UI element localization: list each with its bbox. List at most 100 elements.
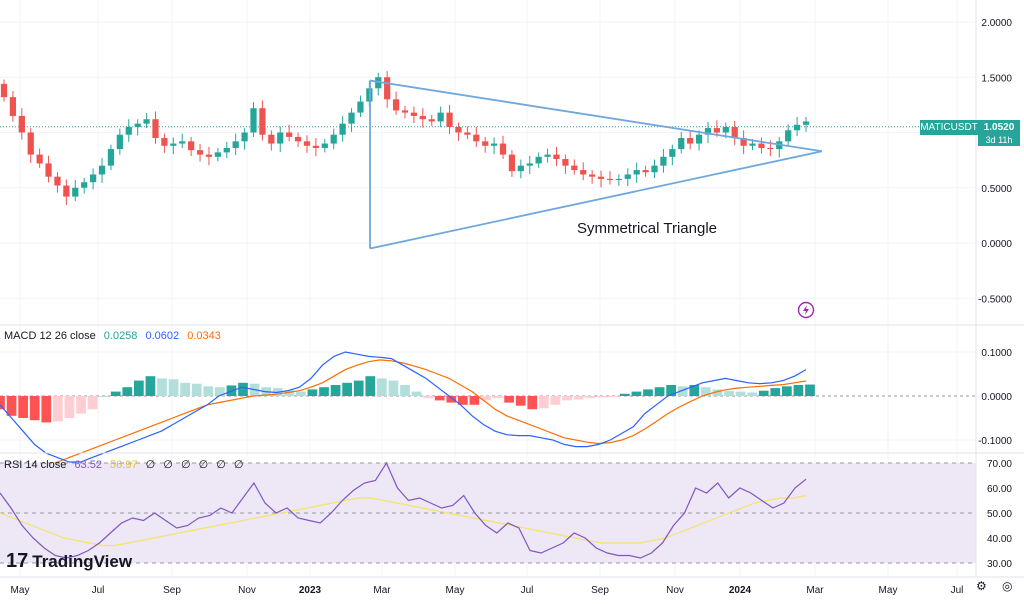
candle-body-85 xyxy=(758,143,765,148)
x-tick-0: May xyxy=(11,585,30,596)
candle-body-0 xyxy=(0,83,8,98)
candle-body-17 xyxy=(152,119,159,139)
y-tick-rsi-0: 70.00 xyxy=(987,459,1012,470)
rsi-ma-line xyxy=(0,495,807,547)
macd-bar-25 xyxy=(284,389,295,396)
macd-bar-11 xyxy=(122,387,133,396)
candle-body-10 xyxy=(89,174,97,183)
candle-body-4 xyxy=(36,154,43,164)
rsi-extra-2: ∅ xyxy=(180,459,191,471)
y-tick-main-5: -0.5000 xyxy=(978,294,1012,305)
macd-bar-51 xyxy=(585,396,596,399)
candle-body-60 xyxy=(535,156,542,164)
candle-body-83 xyxy=(740,138,747,146)
candle-body-76 xyxy=(678,138,685,150)
macd-bar-45 xyxy=(515,396,526,406)
rsi-line xyxy=(0,461,807,559)
candle-body-79 xyxy=(704,128,712,135)
ticker-symbol: MATICUSDT xyxy=(920,120,978,135)
macd-signal-line xyxy=(0,359,807,485)
x-tick-3: Nov xyxy=(238,585,256,596)
candle-body-28 xyxy=(250,108,257,133)
candle-body-54 xyxy=(482,141,489,146)
candle-body-48 xyxy=(428,119,435,122)
candle-body-64 xyxy=(571,165,578,171)
macd-bar-61 xyxy=(700,387,711,396)
settings-icon[interactable]: ◎ xyxy=(1002,579,1013,593)
candle-body-46 xyxy=(410,112,418,116)
macd-bar-19 xyxy=(214,387,225,396)
candle-body-2 xyxy=(18,115,25,133)
macd-bar-39 xyxy=(446,396,457,403)
candle-body-34 xyxy=(303,141,311,146)
candle-body-82 xyxy=(731,126,738,139)
macd-bar-68 xyxy=(781,386,792,396)
candle-body-89 xyxy=(793,124,801,131)
macd-bar-28 xyxy=(319,387,329,396)
candle-body-31 xyxy=(277,132,284,144)
candle-body-21 xyxy=(188,141,195,151)
candle-body-61 xyxy=(544,154,551,157)
x-tick-8: Sep xyxy=(591,585,609,596)
macd-bar-17 xyxy=(191,383,202,396)
macd-bar-56 xyxy=(643,389,653,396)
y-tick-main-3: 0.5000 xyxy=(981,184,1012,195)
macd-bar-33 xyxy=(376,378,387,396)
candle-body-69 xyxy=(615,178,622,181)
ticker-price: 1.0520 xyxy=(978,120,1020,135)
tradingview-logo[interactable]: 17 TradingView xyxy=(6,550,132,573)
macd-bar-41 xyxy=(469,396,480,405)
macd-bar-66 xyxy=(758,390,769,396)
ticker-countdown: 3d 11h xyxy=(978,135,1020,146)
candle-body-38 xyxy=(339,123,346,135)
macd-bar-40 xyxy=(457,396,468,405)
tradingview-name: TradingView xyxy=(32,551,133,571)
candle-body-80 xyxy=(713,128,721,133)
macd-bar-49 xyxy=(562,396,572,401)
candle-body-53 xyxy=(473,134,480,142)
candle-body-47 xyxy=(419,115,426,120)
x-tick-6: May xyxy=(446,585,465,596)
candle-body-26 xyxy=(232,141,239,148)
rsi-extra-4: ∅ xyxy=(216,459,226,471)
macd-bar-65 xyxy=(747,392,758,396)
rsi-title: RSI 14 close xyxy=(4,459,67,471)
macd-bar-5 xyxy=(52,396,63,422)
candle-body-13 xyxy=(116,134,123,150)
y-tick-macd-0: 0.1000 xyxy=(981,348,1012,359)
candle-body-5 xyxy=(45,163,52,177)
price-pane xyxy=(0,71,976,250)
candle-body-81 xyxy=(722,126,729,133)
macd-bar-42 xyxy=(481,396,491,401)
candle-body-57 xyxy=(508,154,516,172)
candle-body-68 xyxy=(606,178,614,181)
macd-header: MACD 12 26 close 0.0258 0.0602 0.0343 xyxy=(4,330,226,342)
macd-bar-2 xyxy=(18,396,29,418)
x-tick-13: Jul xyxy=(951,585,964,596)
candle-body-88 xyxy=(785,130,792,142)
macd-bar-69 xyxy=(793,385,804,396)
candle-body-49 xyxy=(437,112,444,122)
candle-body-44 xyxy=(392,99,400,111)
macd-bar-36 xyxy=(411,391,422,396)
macd-bar-64 xyxy=(735,391,746,396)
macd-bar-34 xyxy=(388,380,399,396)
macd-line xyxy=(0,351,807,463)
x-tick-10: 2024 xyxy=(729,585,752,596)
lightning-icon[interactable] xyxy=(797,301,815,319)
x-tick-4: 2023 xyxy=(299,585,322,596)
gear-icon[interactable]: ⚙ xyxy=(976,579,987,593)
candle-body-65 xyxy=(580,170,587,175)
macd-line-value: 0.0602 xyxy=(145,330,180,342)
candle-body-56 xyxy=(499,143,507,155)
candle-body-30 xyxy=(268,134,275,144)
candle-body-37 xyxy=(330,134,337,144)
x-tick-1: Jul xyxy=(92,585,105,596)
x-tick-11: Mar xyxy=(806,585,824,596)
y-tick-main-0: 2.0000 xyxy=(981,18,1012,29)
macd-bar-3 xyxy=(29,396,40,421)
candle-body-42 xyxy=(375,77,382,89)
rsi-extra-1: ∅ xyxy=(163,459,173,471)
